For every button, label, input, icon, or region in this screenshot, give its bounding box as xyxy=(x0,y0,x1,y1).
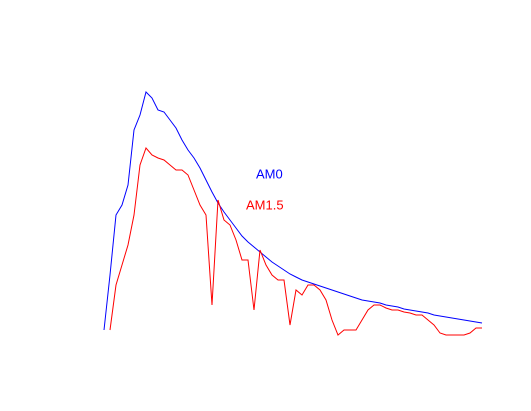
series-line xyxy=(103,91,483,331)
legend-label: AM0 xyxy=(256,166,283,181)
series-line xyxy=(109,147,482,336)
legend-label: AM1.5 xyxy=(246,197,284,212)
